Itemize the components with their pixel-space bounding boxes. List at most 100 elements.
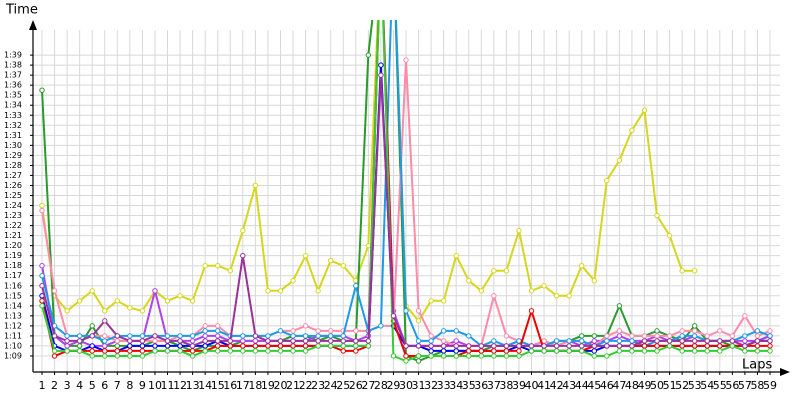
data-point [202, 262, 208, 269]
data-point [691, 343, 698, 349]
data-point [691, 338, 698, 344]
data-point [102, 348, 108, 354]
data-point [378, 72, 384, 78]
x-tick-label: 57 [738, 379, 752, 392]
data-point [679, 348, 685, 354]
data-point [315, 328, 321, 334]
data-point [39, 283, 45, 289]
data-point [114, 338, 121, 344]
data-point [164, 348, 171, 354]
data-point [215, 333, 221, 339]
data-point [541, 348, 547, 354]
data-point [754, 343, 761, 349]
y-tick-label: 1:19 [4, 251, 22, 260]
data-point [453, 328, 459, 334]
data-point [102, 338, 108, 344]
data-point [754, 328, 761, 334]
data-point [290, 328, 296, 334]
data-point [403, 343, 409, 349]
data-point [729, 338, 736, 344]
data-point [579, 262, 585, 269]
data-point [265, 348, 271, 354]
x-tick-label: 11 [161, 379, 175, 392]
data-point [666, 338, 673, 344]
data-point [566, 343, 572, 349]
x-tick-label: 3 [64, 379, 71, 392]
data-point [252, 182, 259, 189]
y-tick-label: 1:18 [4, 261, 22, 270]
data-point [302, 252, 309, 259]
data-point [39, 262, 45, 269]
data-point [428, 348, 434, 354]
data-point [541, 343, 547, 349]
y-tick-label: 1:26 [4, 181, 22, 190]
data-point [302, 333, 309, 339]
x-tick-label: 56 [725, 379, 739, 392]
data-point [265, 343, 271, 349]
data-point [240, 227, 246, 234]
data-point [754, 333, 761, 339]
data-point [114, 298, 121, 304]
data-point [202, 343, 208, 349]
data-point [591, 353, 597, 359]
data-point [654, 348, 660, 354]
x-tick-label: 44 [575, 379, 589, 392]
data-point [39, 303, 45, 309]
data-point [553, 293, 560, 299]
x-tick-label: 54 [700, 379, 714, 392]
data-point [127, 348, 133, 354]
data-point [277, 328, 284, 334]
data-point [604, 177, 610, 184]
data-point [64, 348, 70, 354]
y-tick-label: 1:25 [4, 191, 22, 200]
data-point [491, 348, 497, 354]
data-point [139, 348, 146, 354]
data-point [39, 298, 45, 304]
data-point [604, 338, 610, 344]
data-point [503, 333, 510, 339]
data-point [277, 288, 284, 294]
data-point [654, 212, 660, 219]
x-tick-label: 20 [273, 379, 287, 392]
data-point [89, 333, 95, 339]
data-point [240, 333, 246, 339]
data-point [76, 338, 83, 344]
data-point [616, 348, 623, 354]
data-point [704, 343, 710, 349]
data-point [189, 338, 196, 344]
x-tick-label: 33 [437, 379, 451, 392]
data-point [440, 343, 447, 349]
data-point [215, 262, 221, 269]
data-point [478, 343, 485, 349]
data-point [327, 338, 334, 344]
x-tick-label: 12 [173, 379, 187, 392]
data-point [566, 293, 572, 299]
y-tick-label: 1:14 [4, 301, 22, 310]
data-point [64, 338, 70, 344]
data-point [691, 328, 698, 334]
data-point [491, 343, 497, 349]
data-point [415, 308, 422, 314]
data-point [139, 338, 146, 344]
data-point [717, 328, 723, 334]
x-tick-label: 7 [114, 379, 121, 392]
data-point [127, 305, 133, 311]
data-point [290, 338, 296, 344]
data-point [528, 343, 535, 349]
data-point [704, 333, 710, 339]
data-point [290, 348, 296, 354]
data-point [353, 338, 359, 344]
x-tick-label: 24 [324, 379, 338, 392]
y-tick-label: 1:13 [4, 311, 22, 320]
data-point [340, 343, 346, 349]
data-point [51, 353, 58, 359]
data-point [478, 348, 485, 354]
y-tick-label: 1:23 [4, 211, 22, 220]
data-point [315, 333, 321, 339]
data-point [679, 328, 685, 334]
data-point [566, 338, 572, 344]
x-tick-label: 21 [286, 379, 300, 392]
x-tick-label: 2 [51, 379, 58, 392]
data-point [64, 308, 70, 314]
